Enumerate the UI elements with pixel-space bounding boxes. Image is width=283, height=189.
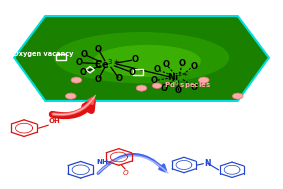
Text: OH: OH: [49, 118, 61, 124]
Polygon shape: [14, 16, 269, 101]
Circle shape: [65, 93, 76, 99]
Text: O: O: [179, 59, 186, 67]
Text: O: O: [151, 76, 158, 85]
Text: Pd$^0$ species: Pd$^0$ species: [164, 80, 211, 92]
Text: O: O: [191, 62, 198, 70]
Text: NH$_2$: NH$_2$: [96, 158, 113, 168]
Circle shape: [152, 83, 162, 88]
FancyArrowPatch shape: [98, 156, 168, 173]
FancyArrowPatch shape: [98, 155, 166, 173]
Circle shape: [71, 77, 82, 83]
Text: O: O: [123, 170, 128, 176]
Text: O: O: [94, 45, 101, 53]
Ellipse shape: [54, 32, 229, 83]
Text: O: O: [94, 75, 101, 84]
FancyArrowPatch shape: [53, 96, 95, 115]
Text: O: O: [160, 84, 168, 93]
Text: Oxygen vacancy: Oxygen vacancy: [13, 51, 73, 57]
Bar: [56, 54, 66, 60]
Text: Ce$^{3+}$: Ce$^{3+}$: [94, 57, 121, 71]
Circle shape: [232, 93, 243, 99]
Bar: [133, 69, 143, 75]
Text: O: O: [116, 74, 123, 83]
Text: Ni$^{2+}$: Ni$^{2+}$: [167, 71, 190, 83]
FancyArrowPatch shape: [53, 98, 93, 115]
Text: O: O: [162, 60, 169, 69]
Text: O: O: [191, 83, 198, 92]
Ellipse shape: [93, 45, 201, 77]
Circle shape: [198, 77, 209, 83]
Text: O: O: [175, 87, 182, 95]
Text: O: O: [76, 58, 83, 67]
Text: O: O: [80, 68, 87, 77]
Text: O: O: [128, 68, 136, 77]
Text: O: O: [81, 50, 88, 59]
Circle shape: [136, 85, 147, 91]
Text: O: O: [153, 65, 160, 74]
Text: N: N: [204, 159, 211, 168]
Text: O: O: [131, 55, 138, 64]
FancyArrowPatch shape: [52, 102, 92, 116]
